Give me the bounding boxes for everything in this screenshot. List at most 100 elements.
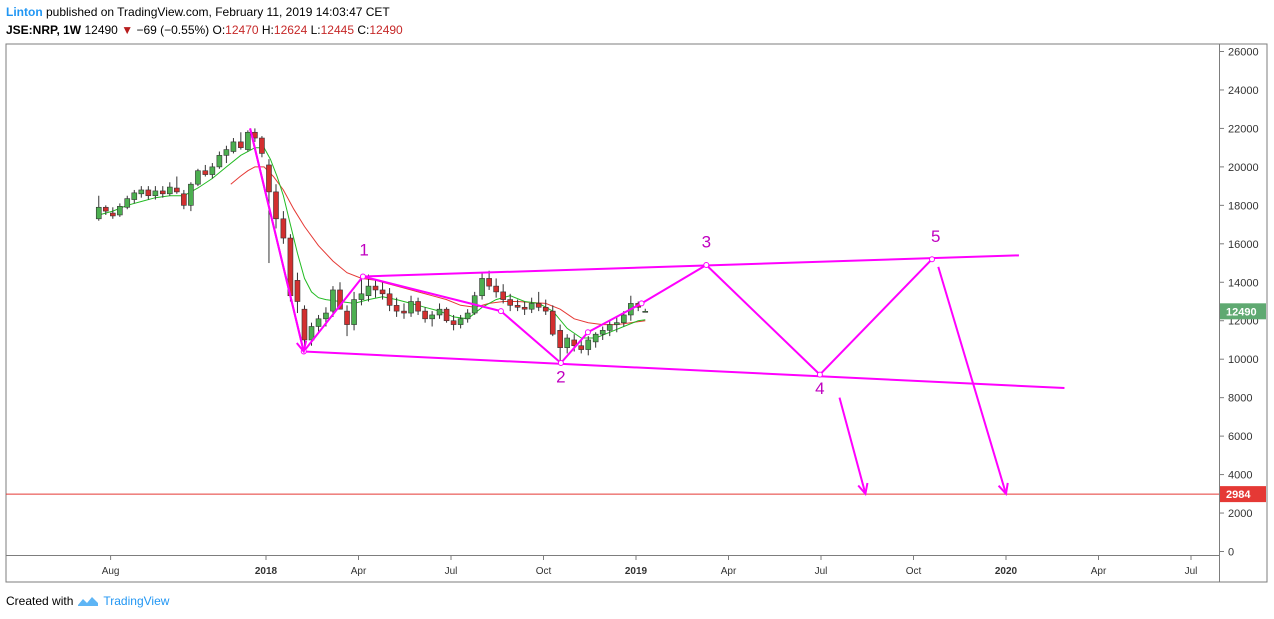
candle: [401, 303, 407, 319]
wave-label: 4: [815, 379, 824, 398]
author-link[interactable]: Linton: [6, 5, 43, 19]
x-tick-label: Oct: [536, 566, 552, 577]
candle-body: [422, 310, 428, 320]
candle: [599, 326, 606, 340]
tradingview-link[interactable]: TradingView: [103, 594, 170, 608]
candle-body: [230, 141, 237, 152]
low-value: 12445: [320, 23, 354, 37]
candle-body: [521, 306, 528, 310]
y-tick-label: 4000: [1228, 470, 1252, 482]
candle-body: [571, 339, 578, 347]
candle-body: [202, 170, 209, 175]
x-tick-label: Jul: [815, 566, 828, 577]
candle-body: [337, 289, 343, 310]
candle-body: [493, 285, 499, 293]
candle: [95, 195, 102, 221]
candle: [294, 272, 301, 314]
wave-point: [497, 308, 504, 315]
wave-point: [816, 371, 823, 378]
candle-body: [408, 301, 414, 314]
plot-frame: [5, 43, 1268, 583]
candle: [230, 138, 237, 154]
candle-body: [592, 333, 599, 343]
candle: [344, 305, 350, 337]
wave-label: 2: [556, 367, 565, 386]
time-axis: Aug 2018 Apr Jul Oct 2019 Apr Jul Oct 2020 Apr Jul: [102, 555, 1198, 577]
wave-point: [703, 261, 710, 268]
candle: [408, 295, 414, 317]
candle: [514, 299, 521, 312]
candle: [457, 314, 464, 329]
candle-body: [259, 137, 265, 154]
candle-body: [95, 206, 102, 220]
wave-point: [557, 360, 564, 367]
candle-body: [450, 320, 457, 325]
price-chart[interactable]: 0200040006000800010000120001400016000180…: [0, 0, 1274, 590]
candle: [443, 307, 450, 323]
target-level-badge: 2984: [1220, 486, 1266, 503]
y-tick-label: 10000: [1228, 354, 1259, 366]
candle-body: [365, 285, 372, 297]
y-tick-label: 8000: [1228, 393, 1252, 405]
candle-body: [514, 305, 521, 308]
candle: [642, 308, 649, 313]
candle: [245, 130, 251, 152]
candle: [167, 182, 173, 196]
arrow-shaft: [838, 397, 867, 495]
candle: [613, 316, 620, 333]
candle: [464, 309, 471, 323]
candle: [238, 132, 244, 150]
y-tick-label: 18000: [1228, 200, 1259, 212]
symbol-label: JSE:NRP, 1W: [6, 23, 82, 37]
slow-moving-average: [230, 166, 646, 326]
candle: [436, 303, 443, 319]
candle-body: [415, 301, 421, 312]
wave-label: 1: [359, 240, 368, 259]
candle-body: [457, 318, 464, 325]
wave-point: [929, 256, 935, 263]
lower-trendline: [303, 350, 1065, 390]
candle: [415, 297, 421, 315]
candle: [493, 278, 499, 298]
close-value: 12490: [369, 23, 403, 37]
high-label: H:: [261, 23, 274, 37]
arrow-head: [295, 340, 308, 354]
candle-body: [195, 170, 201, 185]
candle: [365, 274, 372, 302]
candle-body: [238, 141, 244, 148]
candle-body: [642, 311, 649, 313]
x-tick-label: Jul: [445, 566, 458, 577]
wave-label: 3: [702, 233, 711, 252]
candle: [429, 311, 435, 327]
down-arrow-1: [249, 128, 308, 354]
candle-body: [557, 330, 563, 348]
x-tick-label: Jul: [1185, 566, 1198, 577]
candle: [585, 336, 592, 356]
fast-ma-line: [98, 147, 646, 339]
candle-body: [578, 345, 585, 350]
candle-body: [620, 314, 627, 323]
badge-text: 2984: [1226, 489, 1251, 501]
projection-arrow-2: [937, 266, 1009, 497]
candle: [386, 288, 393, 312]
current-price-badge: 12490: [1220, 303, 1266, 320]
y-tick-label: 24000: [1228, 85, 1259, 97]
candle-body: [117, 206, 123, 216]
close-label: C:: [357, 23, 370, 37]
candle: [273, 184, 279, 229]
candle: [102, 205, 109, 215]
candle: [174, 176, 180, 194]
wave-path: [249, 128, 933, 376]
candle: [202, 164, 209, 177]
price-change: −69 (−0.55%): [136, 23, 210, 37]
candle: [549, 305, 556, 337]
candle-body: [613, 322, 620, 325]
candle-body: [102, 206, 109, 212]
candlesticks: [95, 128, 649, 362]
wave-drawings[interactable]: [249, 128, 1065, 497]
candle: [393, 297, 400, 317]
candle-body: [301, 308, 308, 341]
candle-body: [159, 190, 166, 195]
candle-body: [344, 310, 350, 325]
y-tick-label: 22000: [1228, 123, 1259, 135]
